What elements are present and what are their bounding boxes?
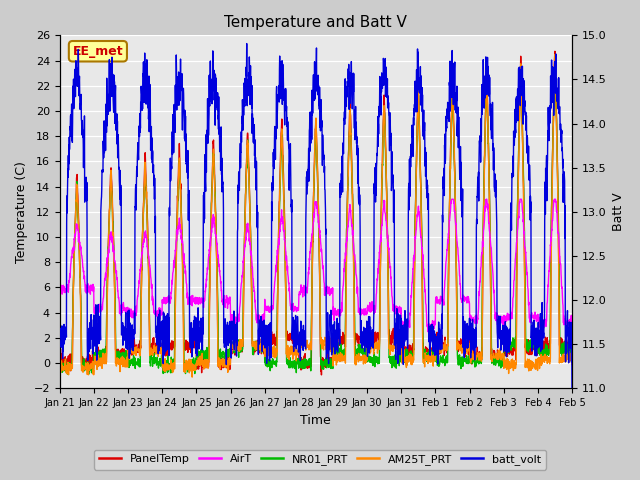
X-axis label: Time: Time xyxy=(301,414,332,427)
Text: EE_met: EE_met xyxy=(72,45,124,58)
Y-axis label: Temperature (C): Temperature (C) xyxy=(15,161,28,263)
Legend: PanelTemp, AirT, NR01_PRT, AM25T_PRT, batt_volt: PanelTemp, AirT, NR01_PRT, AM25T_PRT, ba… xyxy=(94,450,546,469)
Y-axis label: Batt V: Batt V xyxy=(612,192,625,231)
Title: Temperature and Batt V: Temperature and Batt V xyxy=(225,15,407,30)
